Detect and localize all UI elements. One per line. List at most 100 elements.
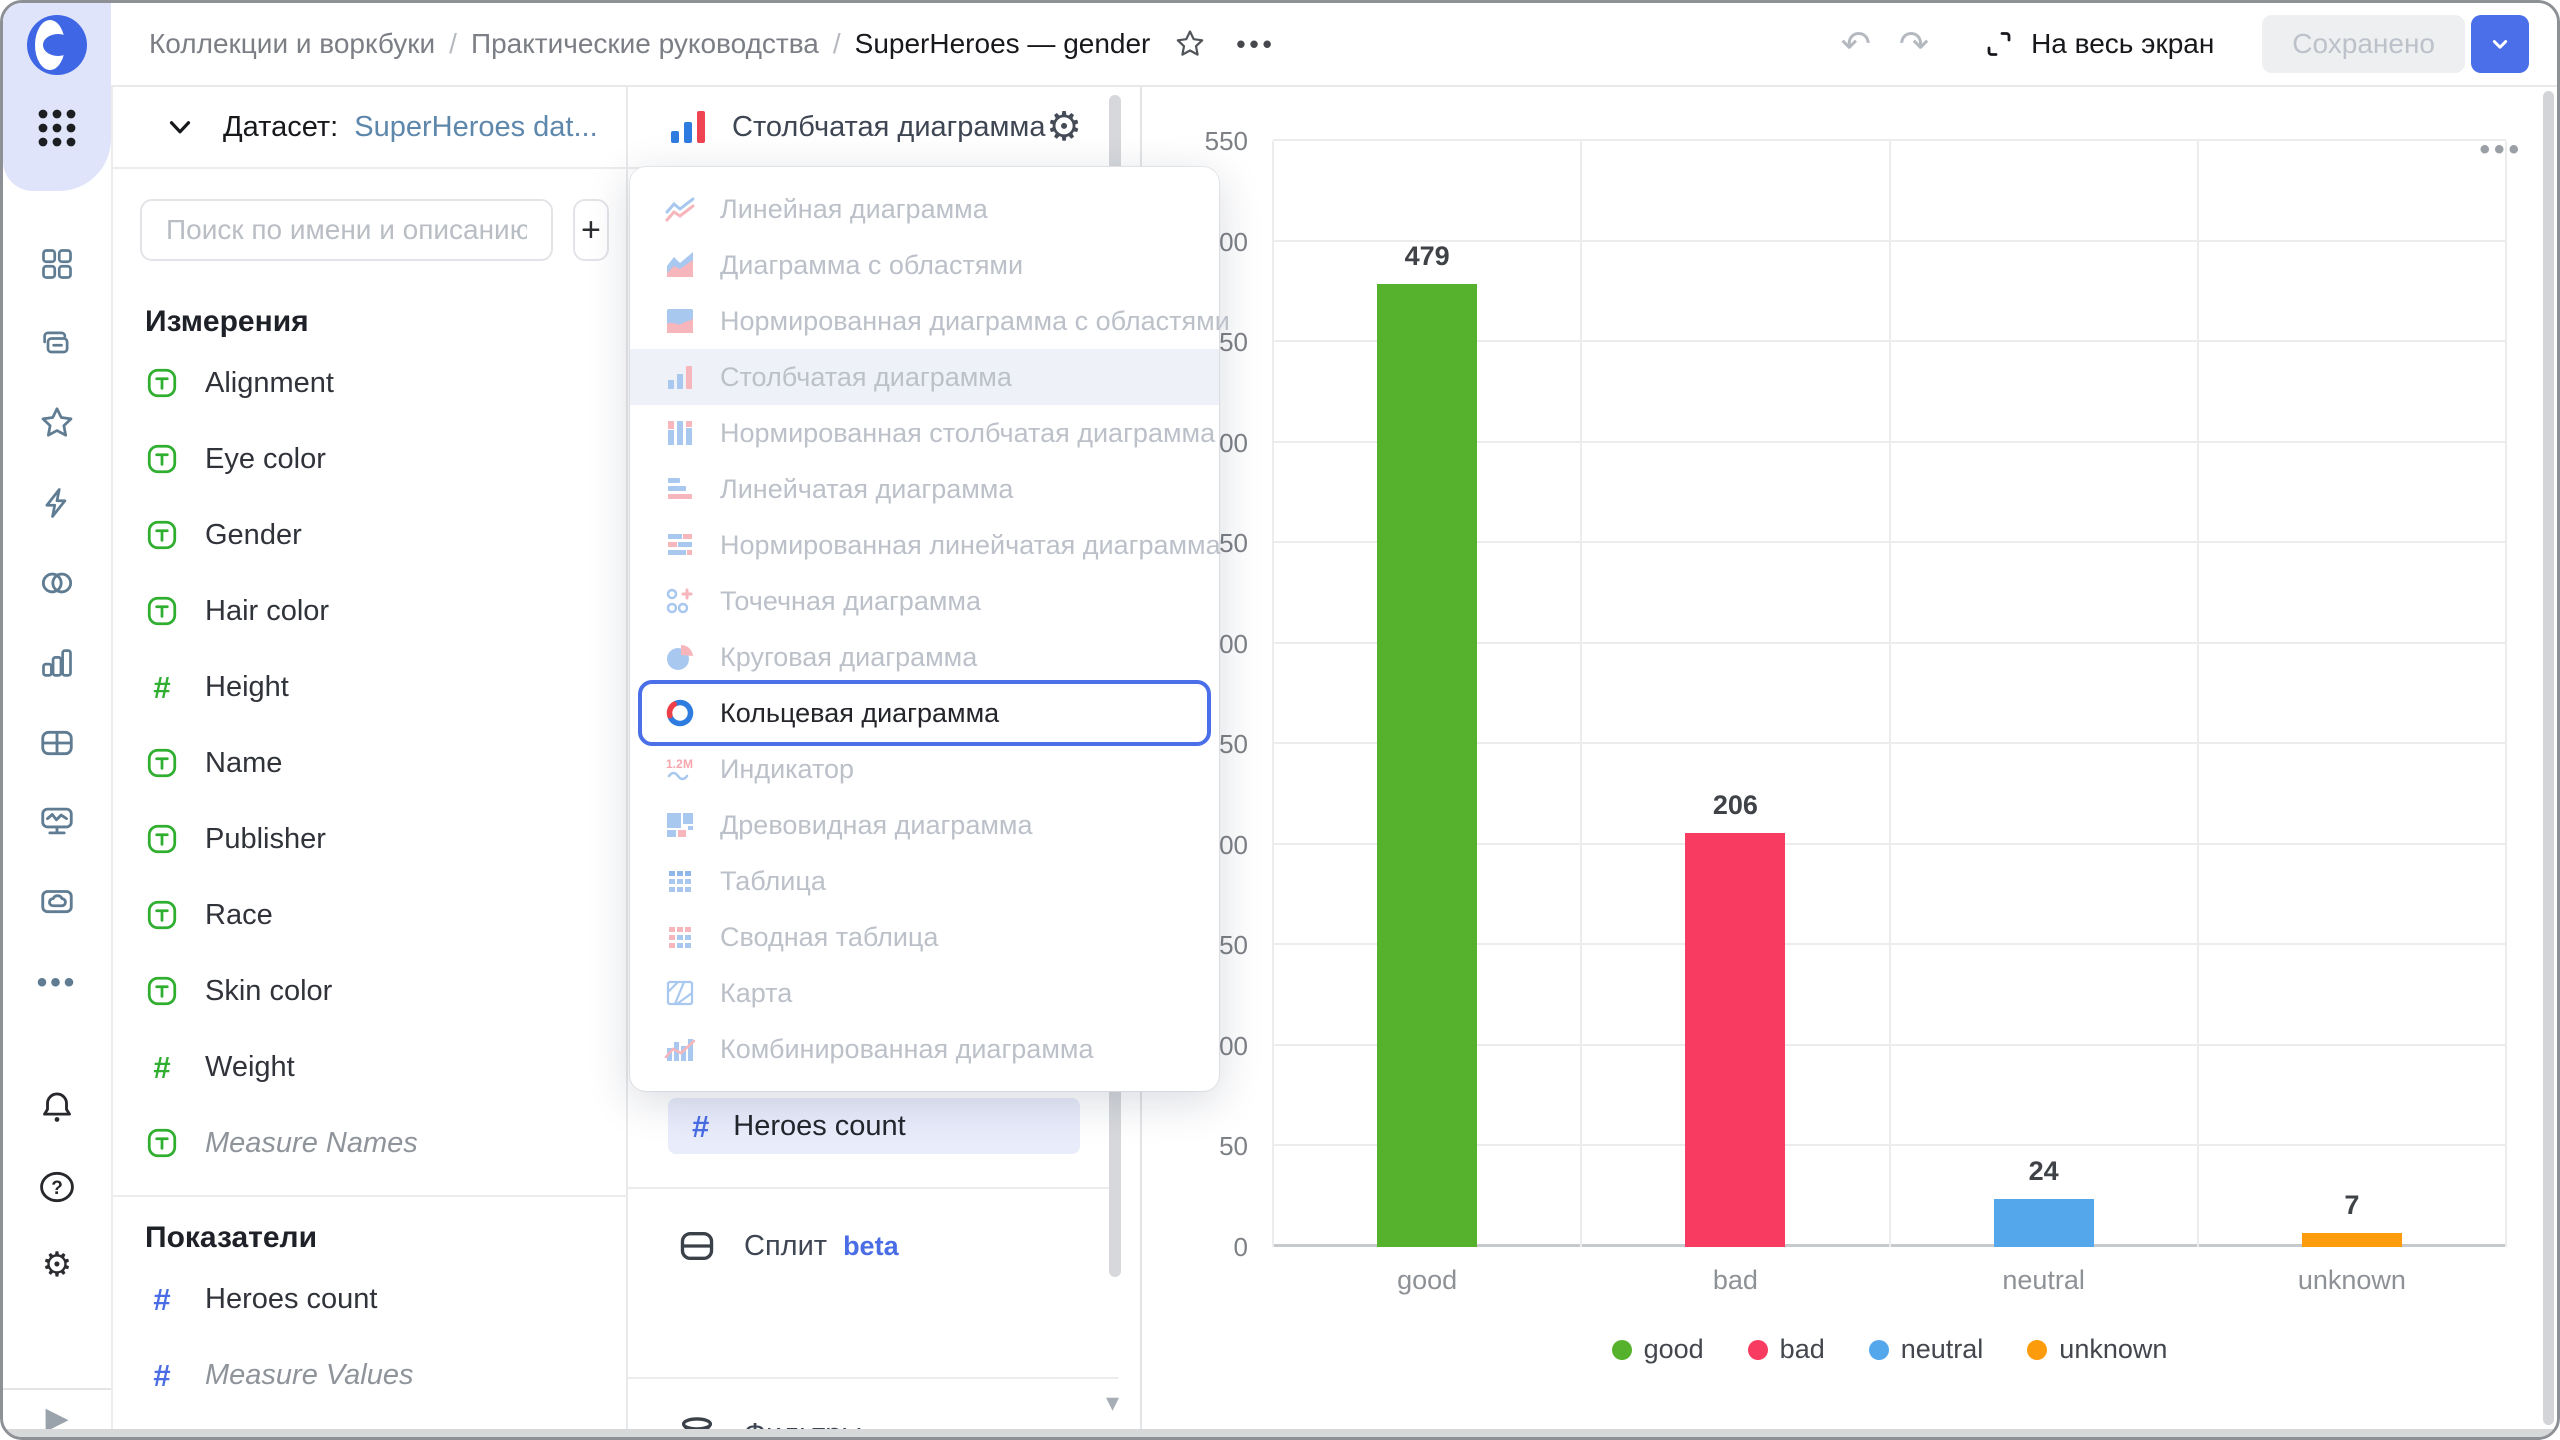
- menu-item-pie-chart[interactable]: Круговая диаграмма: [630, 629, 1219, 685]
- menu-item-normalized-area-chart[interactable]: Нормированная диаграмма с областями: [630, 293, 1230, 349]
- redo-icon[interactable]: ↷: [1898, 23, 1930, 64]
- menu-item-treemap[interactable]: Древовидная диаграмма: [630, 797, 1219, 853]
- field-row-height[interactable]: # Height: [113, 649, 626, 725]
- split-section-row[interactable]: Сплит beta: [678, 1227, 899, 1265]
- chart-settings-gear-icon[interactable]: ⚙: [1046, 105, 1082, 149]
- menu-item-area-chart[interactable]: Диаграмма с областями: [630, 237, 1219, 293]
- menu-item-table[interactable]: Таблица: [630, 853, 1219, 909]
- datalens-logo[interactable]: [25, 13, 89, 77]
- legend-marker: [1747, 1339, 1768, 1360]
- dashboards-icon[interactable]: [38, 245, 76, 283]
- saved-button[interactable]: Сохранено: [2262, 15, 2465, 73]
- rail-more-icon[interactable]: •••: [37, 964, 76, 1002]
- bar-column: 206 bad: [1581, 141, 1889, 1295]
- breadcrumb-more-icon[interactable]: •••: [1236, 28, 1276, 59]
- field-row-weight[interactable]: # Weight: [113, 1029, 626, 1105]
- menu-item-map[interactable]: Карта: [630, 965, 1219, 1021]
- favorite-star-icon[interactable]: [1174, 28, 1206, 60]
- field-row-race[interactable]: Race: [113, 877, 626, 953]
- scroll-down-arrow-icon[interactable]: ▾: [1106, 1387, 1120, 1417]
- chart-legend: good bad neutral unknown: [1273, 1334, 2506, 1365]
- x-gridline: [1580, 141, 1583, 1247]
- field-row-hair-color[interactable]: Hair color: [113, 573, 626, 649]
- pie-chart-icon: [664, 641, 696, 673]
- tables-icon[interactable]: [38, 724, 76, 762]
- chart-menu-icon[interactable]: •••: [2479, 133, 2523, 166]
- pivot-table-icon: [664, 921, 696, 953]
- connections-lightning-icon[interactable]: [38, 484, 76, 522]
- field-row-alignment[interactable]: Alignment: [113, 345, 626, 421]
- save-dropdown-button[interactable]: [2471, 15, 2529, 73]
- bar-good[interactable]: [1377, 283, 1478, 1247]
- bar-neutral[interactable]: [1993, 1198, 2094, 1247]
- menu-item-normalized-bar-chart[interactable]: Нормированная линейчатая диаграмма: [630, 517, 1221, 573]
- legend-item[interactable]: unknown: [2027, 1334, 2167, 1365]
- field-row-heroes-count[interactable]: # Heroes count: [113, 1261, 626, 1337]
- dimensions-title: Измерения: [145, 305, 309, 338]
- cloud-folder-icon[interactable]: [38, 882, 76, 920]
- legend-item[interactable]: good: [1611, 1334, 1704, 1365]
- menu-item-line-chart[interactable]: Линейная диаграмма: [630, 181, 1219, 237]
- bar-chart-icon: [671, 111, 705, 143]
- bar-unknown[interactable]: [2301, 1232, 2402, 1247]
- breadcrumb-collections[interactable]: Коллекции и воркбуки: [149, 28, 436, 59]
- menu-item-scatter-chart[interactable]: Точечная диаграмма: [630, 573, 1219, 629]
- text-type-icon: [145, 366, 179, 400]
- datasets-venn-icon[interactable]: [38, 564, 76, 602]
- notifications-bell-icon[interactable]: [38, 1088, 76, 1126]
- field-row-measure-names[interactable]: Measure Names: [113, 1105, 626, 1181]
- dataset-panel: Датасет: SuperHeroes dat... + Измерения …: [111, 87, 628, 1437]
- legend-marker: [2027, 1339, 2048, 1360]
- menu-item-indicator[interactable]: 1.2 M Индикатор: [666, 753, 855, 784]
- collections-icon[interactable]: [38, 324, 76, 362]
- menu-item-pivot-table[interactable]: Сводная таблица: [630, 909, 1219, 965]
- undo-icon[interactable]: ↶: [1840, 23, 1871, 64]
- field-row-measure-values[interactable]: # Measure Values: [113, 1337, 626, 1413]
- menu-item-combined-chart[interactable]: Комбинированная диаграмма: [630, 1021, 1219, 1077]
- settings-gear-icon[interactable]: ⚙: [38, 1246, 76, 1284]
- breadcrumb-separator: /: [449, 28, 457, 59]
- legend-item[interactable]: neutral: [1868, 1334, 1983, 1365]
- window-horizontal-scrollbar[interactable]: [3, 1429, 2557, 1437]
- fullscreen-icon[interactable]: [1983, 28, 2015, 60]
- window-vertical-scrollbar[interactable]: [2543, 91, 2554, 1425]
- y-tick-label: 0: [1233, 1232, 1248, 1262]
- field-row-gender[interactable]: Gender: [113, 497, 626, 573]
- field-label: Measure Names: [205, 1126, 418, 1159]
- bar-bad[interactable]: [1685, 832, 1786, 1247]
- left-rail: ••• ? ⚙ ▶: [3, 3, 111, 1437]
- number-type-icon: #: [153, 1281, 171, 1317]
- legend-item[interactable]: bad: [1747, 1334, 1825, 1365]
- menu-item-column-chart[interactable]: Столбчатая диаграмма: [630, 349, 1219, 405]
- field-label: Hair color: [205, 594, 330, 627]
- menu-item-bar-chart[interactable]: Линейчатая диаграмма: [630, 461, 1219, 517]
- dataset-name-link[interactable]: SuperHeroes dat...: [354, 110, 598, 143]
- monitoring-icon[interactable]: [38, 802, 76, 840]
- svg-text:M: M: [683, 757, 693, 771]
- menu-item-normalized-column-chart[interactable]: Нормированная столбчатая диаграмма: [630, 405, 1219, 461]
- heroes-count-chip[interactable]: # Heroes count: [668, 1098, 1080, 1154]
- fullscreen-label[interactable]: На весь экран: [2031, 28, 2215, 59]
- legend-label: bad: [1779, 1334, 1825, 1364]
- dataset-row[interactable]: Датасет: SuperHeroes dat...: [113, 87, 626, 169]
- bar-value-label: 24: [2028, 1155, 2059, 1186]
- chart-type-selector[interactable]: Столбчатая диаграмма ⚙: [628, 87, 1140, 169]
- help-icon[interactable]: ?: [38, 1168, 76, 1206]
- run-expand-icon[interactable]: ▶: [45, 1402, 69, 1435]
- normalized-area-chart-icon: [664, 305, 696, 337]
- field-label: Gender: [205, 518, 302, 551]
- charts-icon[interactable]: [38, 644, 76, 682]
- favorites-star-icon[interactable]: [38, 404, 76, 442]
- x-gridline: [1888, 141, 1891, 1247]
- apps-grid-icon[interactable]: [36, 107, 78, 154]
- field-search-input[interactable]: [140, 199, 553, 261]
- field-row-publisher[interactable]: Publisher: [113, 801, 626, 877]
- add-field-button[interactable]: +: [573, 199, 609, 261]
- top-bar: Коллекции и воркбуки / Практические руко…: [111, 3, 2557, 87]
- field-row-name[interactable]: Name: [113, 725, 626, 801]
- field-row-eye-color[interactable]: Eye color: [113, 421, 626, 497]
- field-row-skin-color[interactable]: Skin color: [113, 953, 626, 1029]
- chart-type-menu: Линейная диаграмма Диаграмма с областями…: [630, 167, 1230, 1091]
- menu-item-donut-chart[interactable]: Кольцевая диаграмма: [630, 680, 1219, 746]
- breadcrumb-guides[interactable]: Практические руководства: [470, 28, 819, 59]
